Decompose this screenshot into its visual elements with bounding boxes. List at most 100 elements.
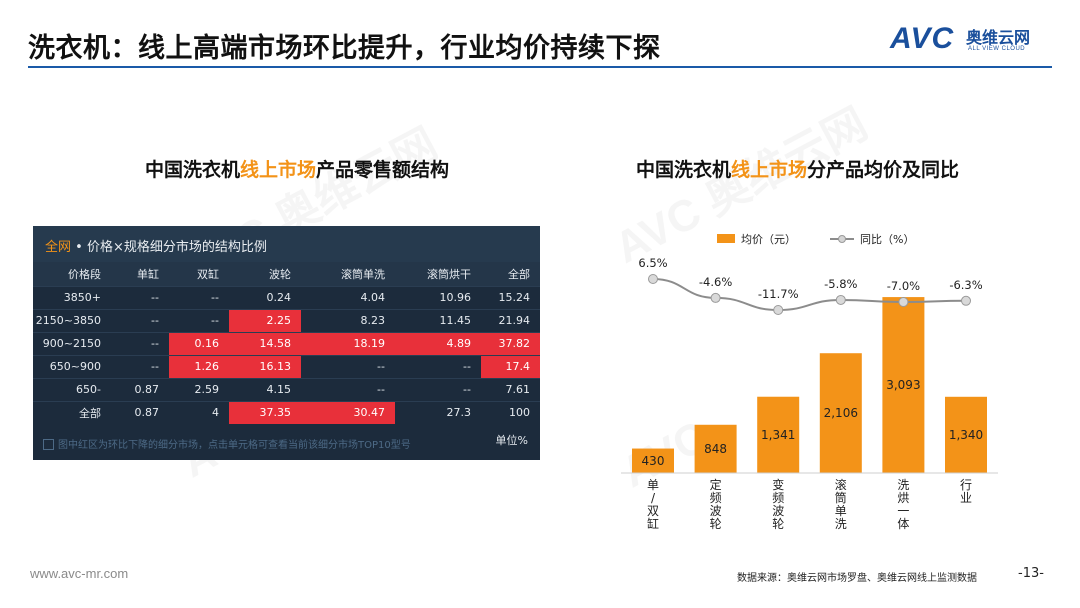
bar [632, 448, 674, 473]
x-tick-label: 体 [897, 517, 909, 531]
table-cell[interactable]: 37.82 [481, 331, 540, 355]
footer-url[interactable]: www.avc-mr.com [30, 566, 129, 581]
x-tick-label: 波 [772, 504, 784, 518]
x-tick-label: 轮 [710, 517, 722, 531]
table-cell[interactable]: 0.87 [111, 400, 169, 424]
yoy-point [773, 305, 784, 315]
yoy-label: -7.0% [887, 279, 920, 293]
table-cell[interactable]: 1.26 [169, 354, 229, 378]
table-cell[interactable]: -- [169, 308, 229, 332]
row-label: 650~900 [33, 354, 111, 378]
table-cell[interactable]: -- [301, 377, 395, 401]
x-tick-label: 缸 [647, 516, 659, 531]
table-header-row: 价格段 单缸 双缸 波轮 滚筒单洗 滚筒烘干 全部 [33, 262, 540, 286]
table-cell[interactable]: 0.24 [229, 285, 301, 309]
x-tick-label: 筒 [835, 490, 847, 505]
table-cell[interactable]: -- [111, 354, 169, 378]
column-header: 单缸 [111, 262, 169, 286]
x-tick-label: 滚 [835, 477, 847, 492]
bar [882, 297, 925, 473]
table-cell[interactable]: 16.13 [229, 354, 301, 378]
table-cell[interactable]: 0.87 [111, 377, 169, 401]
table-row: 全部 0.87 4 37.35 30.47 27.3 100 [33, 400, 540, 424]
table-cell[interactable]: 4.89 [395, 331, 481, 355]
panel-footnote-text: 图中红区为环比下降的细分市场，点击单元格可查看当前该细分市场TOP10型号 [58, 440, 411, 451]
table-cell[interactable]: 7.61 [481, 377, 540, 401]
table-cell[interactable]: 4 [169, 400, 229, 424]
bar-value-label: 848 [704, 442, 727, 456]
page-number: -13- [1018, 566, 1044, 581]
x-tick-label: 单 [647, 478, 659, 492]
table-cell[interactable]: 8.23 [301, 308, 395, 332]
row-label: 2150~3850 [33, 308, 111, 332]
logo-cn-text: 奥维云网 [966, 28, 1031, 47]
yoy-point [961, 295, 971, 306]
table-cell[interactable]: 10.96 [395, 285, 481, 309]
x-tick-label: 频 [772, 491, 784, 505]
table-body: 3850+ -- -- 0.24 4.04 10.96 15.24 2150~3850 -- --… [33, 285, 540, 424]
row-label: 3850+ [33, 285, 111, 309]
legend-swatch-bar [717, 234, 735, 243]
table-cell[interactable]: -- [111, 308, 169, 332]
right-title-pre: 中国洗衣机 [636, 159, 732, 181]
yoy-label: -11.7% [758, 287, 799, 301]
x-tick-label: / [651, 491, 656, 505]
page-title: 洗衣机：线上高端市场环比提升，行业均价持续下探 [28, 33, 661, 64]
table-cell[interactable]: -- [169, 285, 229, 309]
panel-footnote: 图中红区为环比下降的细分市场，点击单元格可查看当前该细分市场TOP10型号 [43, 436, 411, 451]
avg-price-chart: 均价（元） 同比（%）4308481,3412,1063,0931,340单/双缸… [621, 233, 998, 531]
table-cell[interactable]: 18.19 [301, 331, 395, 355]
yoy-label: -4.6% [699, 275, 732, 289]
avc-logo: AVC 奥维云网 ALL VIEW CLOUD [890, 22, 1055, 58]
table-cell[interactable]: 14.58 [229, 331, 301, 355]
table-cell[interactable]: 17.4 [481, 354, 540, 378]
table-cell[interactable]: 37.35 [229, 400, 301, 424]
yoy-point [898, 296, 909, 307]
yoy-label: 6.5% [638, 256, 667, 270]
yoy-label: -6.3% [949, 278, 982, 292]
table-cell[interactable]: -- [111, 285, 169, 309]
x-tick-label: 轮 [772, 517, 784, 531]
table-cell[interactable]: 11.45 [395, 308, 481, 332]
x-tick-label: 业 [960, 491, 972, 505]
panel-header-text: • 价格×规格细分市场的结构比例 [71, 240, 267, 255]
yoy-point [648, 274, 658, 284]
table-cell[interactable]: 15.24 [481, 285, 540, 309]
table-cell[interactable]: 0.16 [169, 331, 229, 355]
panel-header-scope: 全网 [45, 240, 72, 255]
footer-source: 数据来源：奥维云网市场罗盘、奥维云网线上监测数据 [737, 573, 977, 584]
x-tick-label: 一 [897, 504, 909, 518]
bar-value-label: 2,106 [824, 406, 858, 420]
table-cell[interactable]: 21.94 [481, 308, 540, 332]
table-cell[interactable]: 2.59 [169, 377, 229, 401]
x-tick-label: 双 [647, 504, 659, 518]
x-tick-label: 洗 [835, 517, 847, 531]
table-cell[interactable]: -- [301, 354, 395, 378]
logo-en-text: ALL VIEW CLOUD [968, 46, 1026, 52]
bar [819, 353, 862, 473]
x-tick-label: 变 [772, 477, 784, 492]
left-title-highlight: 线上市场 [240, 159, 317, 181]
table-cell[interactable]: 27.3 [395, 400, 481, 424]
table-cell[interactable]: 2.25 [229, 308, 301, 332]
x-tick-label: 频 [710, 491, 722, 505]
table-cell[interactable]: 100 [481, 400, 540, 424]
table-cell[interactable]: -- [395, 377, 481, 401]
table-cell[interactable]: -- [395, 354, 481, 378]
table-cell[interactable]: -- [111, 331, 169, 355]
bar [757, 396, 800, 473]
table-cell[interactable]: 4.04 [301, 285, 395, 309]
table-cell[interactable]: 30.47 [301, 400, 395, 424]
table-cell[interactable]: 4.15 [229, 377, 301, 401]
x-tick-label: 单 [835, 504, 847, 518]
right-title-post: 分产品均价及同比 [807, 159, 960, 181]
bar-value-label: 430 [642, 454, 665, 468]
structure-table-panel: 全网 • 价格×规格细分市场的结构比例 价格段 单缸 双缸 波轮 滚筒单洗 滚筒烘干 全部 … [33, 226, 540, 460]
x-tick-label: 洗 [897, 478, 909, 492]
legend-marker [838, 235, 846, 243]
right-section-title: 中国洗衣机线上市场分产品均价及同比 [636, 155, 959, 182]
table-row: 900~2150 -- 0.16 14.58 18.19 4.89 37.82 [33, 331, 540, 355]
row-label: 全部 [33, 400, 111, 424]
bar-value-label: 3,093 [886, 378, 920, 392]
legend-label: 同比（%） [860, 233, 914, 246]
